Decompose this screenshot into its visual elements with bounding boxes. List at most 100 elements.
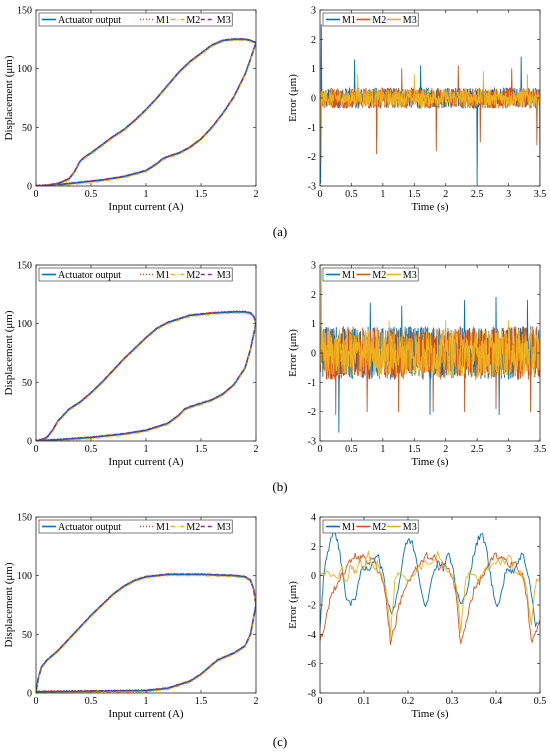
series-m3 [36, 573, 256, 692]
plot-area [320, 267, 540, 433]
legend-entry-m3: M3 [217, 270, 231, 281]
series-m1 [320, 528, 540, 629]
series-m2 [36, 575, 256, 693]
x-axis-label: Time (s) [411, 201, 449, 213]
y-tick-label: 3 [311, 261, 316, 272]
x-axis-label: Input current (A) [108, 456, 183, 468]
y-tick-label: -1 [308, 378, 316, 389]
x-tick-label: 2 [254, 189, 259, 200]
y-tick-label: 100 [17, 319, 32, 330]
legend-entry-m1: M1 [156, 522, 170, 533]
x-tick-label: 0.1 [358, 696, 371, 707]
y-axis-label: Displacement (μm) [3, 562, 15, 647]
y-tick-label: -3 [308, 182, 316, 193]
y-tick-label: 0 [27, 182, 32, 193]
y-tick-label: 2 [311, 35, 316, 46]
plot-area [36, 310, 256, 441]
y-tick-label: 0 [311, 571, 316, 582]
x-axis-label: Input current (A) [108, 201, 183, 213]
x-axis-label: Input current (A) [108, 708, 183, 720]
y-tick-label: -1 [308, 123, 316, 134]
chart-c-left: 0 0.5 1 1.5 2 0 50 100 150 Input current (A) Displ… [3, 513, 259, 721]
y-axis-label: Displacement (μm) [3, 55, 15, 140]
x-tick-label: 1 [380, 444, 385, 455]
x-tick-label: 2 [443, 444, 448, 455]
legend-entry-m2: M2 [186, 522, 200, 533]
axes-frame [35, 516, 257, 694]
legend-box [38, 267, 233, 282]
series-m2 [320, 552, 540, 646]
x-tick-label: 1 [144, 444, 149, 455]
chart-a-right: 0 0.5 1 1.5 2 2.5 3 3.5 -3 -2 -1 0 1 2 3 Time (s) Error … [287, 6, 546, 214]
x-tick-label: 2 [443, 189, 448, 200]
series-actuator-output [36, 38, 256, 186]
y-tick-label: 3 [311, 6, 316, 17]
y-tick-label: 2 [311, 290, 316, 301]
x-tick-label: 0.5 [85, 444, 98, 455]
plot-area [36, 37, 256, 186]
legend-entry-m3: M3 [403, 15, 417, 26]
legend-box [322, 267, 419, 282]
legend-entry-m2: M2 [186, 270, 200, 281]
series-m3 [320, 267, 540, 377]
series-m3 [320, 550, 540, 639]
series-actuator-output [36, 573, 256, 693]
chart-b-right: 0 0.5 1 1.5 2 2.5 3 3.5 -3 -2 -1 0 1 2 3 Time (s) Error … [287, 261, 546, 469]
x-tick-label: 1.5 [195, 444, 208, 455]
legend-entry-actuator-output: Actuator output [58, 522, 121, 533]
legend-entry-m1: M1 [342, 270, 356, 281]
x-tick-label: 1.5 [195, 696, 208, 707]
y-axis-label: Displacement (μm) [3, 310, 15, 395]
series-m3 [36, 310, 256, 441]
x-tick-label: 1.5 [195, 189, 208, 200]
legend-entry-m1: M1 [342, 15, 356, 26]
x-tick-label: 2.5 [471, 444, 484, 455]
legend-entry-m3: M3 [217, 522, 231, 533]
axes-frame [35, 264, 257, 442]
y-tick-label: 1 [311, 64, 316, 75]
y-tick-label: 100 [17, 64, 32, 75]
y-axis-label: Error (μm) [287, 329, 299, 377]
x-tick-label: 0 [34, 696, 39, 707]
x-tick-label: 0.5 [345, 444, 358, 455]
x-tick-label: 3.5 [534, 189, 547, 200]
chart-c-right: 0 0.1 0.2 0.3 0.4 0.5 -8 -6 -4 -2 0 2 4 Time (s) Error… [287, 513, 546, 721]
plot-area [36, 573, 256, 693]
y-tick-label: 50 [22, 123, 32, 134]
x-tick-label: 3 [506, 189, 511, 200]
y-tick-label: -4 [308, 630, 316, 641]
x-tick-label: 0 [318, 189, 323, 200]
legend-entry-m3: M3 [403, 270, 417, 281]
plot-area [320, 528, 540, 646]
legend-entry-m2: M2 [372, 270, 386, 281]
y-tick-label: 0 [311, 349, 316, 360]
plot-area [320, 24, 540, 184]
y-tick-label: 150 [17, 261, 32, 272]
legend: M1 M2 M3 [322, 519, 419, 534]
axes-frame [35, 9, 257, 187]
x-tick-label: 3.5 [534, 444, 547, 455]
y-tick-label: -2 [308, 601, 316, 612]
y-tick-label: 4 [311, 513, 316, 524]
y-tick-label: -3 [308, 437, 316, 448]
x-tick-label: 1 [144, 189, 149, 200]
x-tick-label: 0.5 [345, 189, 358, 200]
series-m3 [320, 71, 540, 163]
x-tick-label: 0 [34, 189, 39, 200]
x-axis-label: Time (s) [411, 456, 449, 468]
y-tick-label: -2 [308, 152, 316, 163]
x-tick-label: 1 [380, 189, 385, 200]
legend-entry-m1: M1 [342, 522, 356, 533]
legend-entry-actuator-output: Actuator output [58, 270, 121, 281]
x-tick-label: 1 [144, 696, 149, 707]
x-tick-label: 0.2 [402, 696, 415, 707]
y-tick-label: 100 [17, 571, 32, 582]
y-tick-label: 150 [17, 6, 32, 17]
legend-entry-m2: M2 [372, 15, 386, 26]
x-tick-label: 0.4 [490, 696, 503, 707]
y-tick-label: 0 [27, 437, 32, 448]
x-tick-label: 0 [318, 696, 323, 707]
series-m2 [46, 39, 256, 186]
x-tick-label: 2.5 [471, 189, 484, 200]
y-tick-label: 50 [22, 630, 32, 641]
